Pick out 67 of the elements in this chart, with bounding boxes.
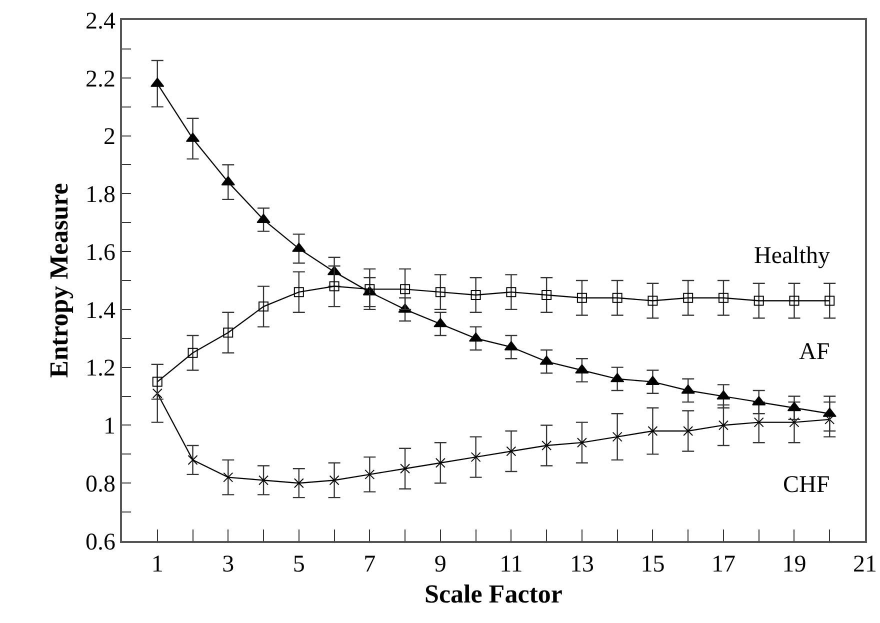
point [718, 292, 728, 303]
x-tick-label: 15 [640, 552, 665, 578]
point [400, 464, 410, 474]
point [294, 478, 304, 488]
y-tick-label: 2.4 [85, 8, 116, 34]
point [754, 296, 764, 306]
point [329, 475, 340, 486]
point [258, 302, 269, 312]
series-label: AF [799, 339, 830, 365]
x-tick-label: 21 [853, 552, 877, 578]
point [576, 292, 587, 303]
point [681, 384, 695, 394]
series-label: Healthy [754, 243, 830, 269]
x-tick-label: 19 [782, 552, 806, 578]
point [789, 417, 800, 428]
y-tick-label: 0.8 [85, 472, 116, 498]
y-tick-label: 2 [103, 124, 116, 150]
point [612, 432, 622, 442]
point [648, 426, 658, 436]
y-tick-label: 1.4 [85, 298, 116, 324]
point [434, 318, 448, 328]
point [223, 472, 234, 482]
point [152, 376, 162, 387]
point [188, 348, 198, 358]
point [364, 469, 375, 480]
point [824, 296, 835, 306]
point [152, 388, 162, 398]
point [683, 292, 694, 303]
y-tick-label: 1.2 [85, 356, 116, 382]
x-tick-label: 9 [434, 552, 446, 578]
x-tick-label: 13 [570, 552, 594, 578]
y-tick-label: 2.2 [85, 66, 116, 92]
y-tick-label: 1.6 [85, 240, 116, 266]
point [683, 426, 694, 436]
point [612, 292, 622, 303]
y-tick-label: 1 [103, 414, 116, 440]
point [542, 440, 552, 450]
y-tick-label: 0.6 [85, 529, 116, 556]
point [506, 287, 516, 298]
series-label: CHF [783, 472, 830, 498]
point [435, 458, 446, 468]
point [470, 452, 481, 462]
point [576, 438, 587, 448]
point [329, 281, 340, 292]
point [435, 287, 446, 298]
x-axis-title: Scale Factor [424, 580, 562, 609]
y-axis-title: Entropy Measure [44, 183, 74, 378]
y-tick-label: 1.8 [85, 182, 116, 208]
point [223, 328, 234, 338]
x-tick-label: 7 [364, 552, 376, 578]
point [542, 290, 552, 300]
x-tick-label: 11 [500, 552, 523, 578]
point [294, 287, 304, 298]
x-tick-label: 1 [151, 552, 164, 578]
point [648, 296, 658, 306]
point [400, 284, 410, 294]
x-tick-label: 3 [222, 552, 234, 578]
point [716, 390, 730, 400]
point [470, 290, 481, 300]
point [718, 420, 728, 430]
point [789, 296, 800, 306]
x-tick-label: 5 [292, 552, 305, 578]
x-tick-label: 17 [711, 552, 736, 578]
point [258, 475, 269, 486]
point [506, 446, 516, 456]
point [188, 454, 198, 465]
point [754, 417, 764, 428]
